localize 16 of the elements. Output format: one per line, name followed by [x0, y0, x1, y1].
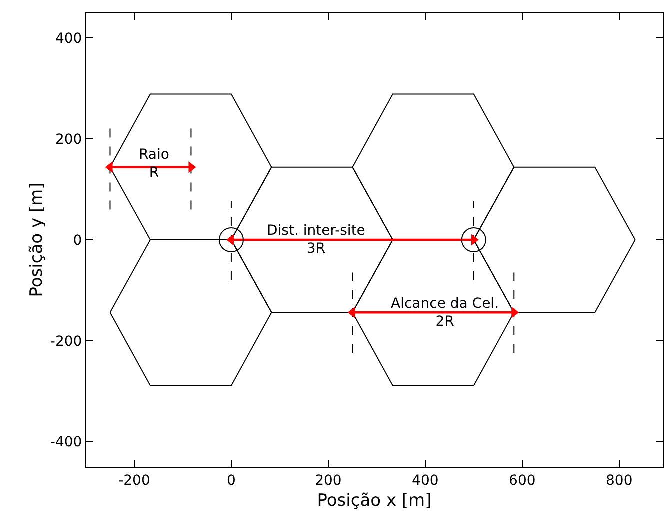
y-tick-label: 400 — [55, 31, 82, 48]
x-tick-label: 800 — [606, 472, 633, 489]
x-tick-label: 0 — [227, 472, 236, 489]
x-tick-label: -200 — [118, 472, 150, 489]
y-tick-label: -400 — [50, 434, 82, 451]
annotation: Raio R — [139, 147, 170, 182]
x-tick-label: 600 — [509, 472, 536, 489]
y-tick-label: -200 — [50, 334, 82, 350]
y-tick-label: 0 — [73, 232, 82, 249]
annotation: Dist. inter-site 3R — [267, 223, 366, 258]
x-tick-label: 400 — [412, 472, 439, 489]
x-axis-title: Posição x [m] — [317, 491, 432, 511]
x-tick-label: 200 — [315, 472, 342, 489]
y-axis-title: Posição y [m] — [27, 182, 47, 298]
y-tick-label: 200 — [55, 132, 82, 148]
annotation: Alcance da Cel. 2R — [391, 296, 500, 330]
